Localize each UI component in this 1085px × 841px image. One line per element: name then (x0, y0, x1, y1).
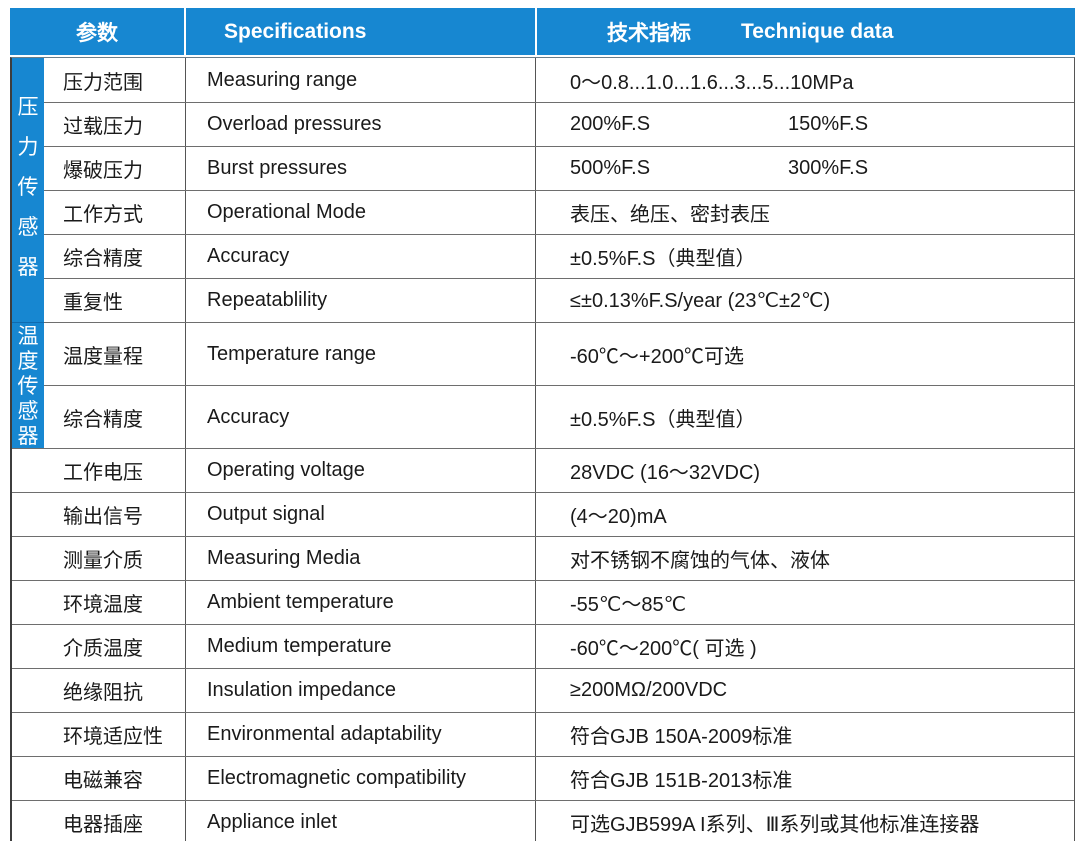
spec-cell: Repeatablility (186, 279, 536, 322)
spec-cell: Environmental adaptability (186, 713, 536, 756)
value-text: 200%F.S (570, 113, 651, 135)
table-row: 环境温度 Ambient temperature -55℃～85℃ (12, 580, 1074, 624)
header-technique-label-zh: 技术指标 (607, 21, 691, 45)
header-cell-param: 参数 (10, 8, 184, 55)
table-row: 综合精度 Accuracy ±0.5%F.S（典型值） (12, 385, 1074, 448)
param-cell: 过载压力 (12, 103, 186, 146)
table-row: 绝缘阻抗 Insulation impedance ≥200MΩ/200VDC (12, 668, 1074, 712)
value-cell: 28VDC (16～32VDC) (536, 449, 1074, 492)
value-text: 表压、绝压、密封表压 (570, 204, 770, 226)
value-text: -60℃～200℃( 可选 ) (570, 638, 757, 660)
group-label-temperature-sensor: 温度传感器 (12, 322, 44, 448)
value-text: 可选GJB599A I系列、Ⅲ系列或其他标准连接器 (570, 814, 980, 836)
table-header: 参数 Specifications 技术指标 Technique data (10, 8, 1075, 55)
value-text: 0～0.8...1.0...1.6...3...5...10MPa (570, 71, 854, 94)
spec-cell: Electromagnetic compatibility (186, 757, 536, 800)
param-cell: 压力范围 (12, 58, 186, 102)
table-row: 工作电压 Operating voltage 28VDC (16～32VDC) (12, 448, 1074, 492)
value-text: 500%F.S (570, 157, 651, 179)
value-cell: ±0.5%F.S（典型值） (536, 235, 1074, 278)
table-row: 压力范围 Measuring range 0～0.8...1.0...1.6..… (12, 58, 1074, 102)
param-cell: 工作电压 (12, 449, 186, 492)
param-cell: 爆破压力 (12, 147, 186, 190)
spec-cell: Overload pressures (186, 103, 536, 146)
value-text: -55℃～85℃ (570, 594, 687, 616)
value-cell: (4～20)mA (536, 493, 1074, 536)
spec-cell: Measuring range (186, 58, 536, 102)
param-cell: 环境适应性 (12, 713, 186, 756)
header-cell-specifications: Specifications (186, 8, 535, 55)
value-cell: -55℃～85℃ (536, 581, 1074, 624)
param-cell: 电磁兼容 (12, 757, 186, 800)
spec-table: 参数 Specifications 技术指标 Technique data 压力… (10, 8, 1075, 841)
spec-cell: Accuracy (186, 386, 536, 448)
param-cell: 温度量程 (12, 323, 186, 385)
value-cell: -60℃～+200℃可选 (536, 323, 1074, 385)
group-label-pressure-sensor: 压力传感器 (12, 58, 44, 322)
spec-cell: Medium temperature (186, 625, 536, 668)
param-cell: 绝缘阻抗 (12, 669, 186, 712)
param-cell: 输出信号 (12, 493, 186, 536)
table-row: 测量介质 Measuring Media 对不锈钢不腐蚀的气体、液体 (12, 536, 1074, 580)
value-cell: -60℃～200℃( 可选 ) (536, 625, 1074, 668)
table-row: 环境适应性 Environmental adaptability 符合GJB 1… (12, 712, 1074, 756)
value-text: -60℃～+200℃可选 (570, 345, 744, 368)
value-cell: 表压、绝压、密封表压 (536, 191, 1074, 234)
value-text: 符合GJB 151B-2013标准 (570, 770, 793, 792)
table-row: 工作方式 Operational Mode 表压、绝压、密封表压 (12, 190, 1074, 234)
param-cell: 介质温度 (12, 625, 186, 668)
value-cell: 500%F.S 300%F.S (536, 147, 1074, 190)
param-cell: 测量介质 (12, 537, 186, 580)
table-row: 综合精度 Accuracy ±0.5%F.S（典型值） (12, 234, 1074, 278)
value-secondary-text: 300%F.S (788, 157, 869, 179)
value-text: (4～20)mA (570, 506, 667, 528)
value-cell: 0～0.8...1.0...1.6...3...5...10MPa (536, 58, 1074, 102)
value-text: ≥200MΩ/200VDC (570, 679, 728, 701)
spec-cell: Ambient temperature (186, 581, 536, 624)
spec-cell: Measuring Media (186, 537, 536, 580)
table-row: 电磁兼容 Electromagnetic compatibility 符合GJB… (12, 756, 1074, 800)
spec-cell: Output signal (186, 493, 536, 536)
param-cell: 环境温度 (12, 581, 186, 624)
spec-cell: Operating voltage (186, 449, 536, 492)
spec-cell: Operational Mode (186, 191, 536, 234)
param-cell: 工作方式 (12, 191, 186, 234)
value-cell: 可选GJB599A I系列、Ⅲ系列或其他标准连接器 (536, 801, 1074, 841)
value-cell: 对不锈钢不腐蚀的气体、液体 (536, 537, 1074, 580)
table-row: 电器插座 Appliance inlet 可选GJB599A I系列、Ⅲ系列或其… (12, 800, 1074, 841)
spec-cell: Accuracy (186, 235, 536, 278)
table-row: 重复性 Repeatablility ≤±0.13%F.S/year (23℃±… (12, 278, 1074, 322)
spec-cell: Burst pressures (186, 147, 536, 190)
table-row: 爆破压力 Burst pressures 500%F.S 300%F.S (12, 146, 1074, 190)
table-row: 过载压力 Overload pressures 200%F.S 150%F.S (12, 102, 1074, 146)
table-row: 介质温度 Medium temperature -60℃～200℃( 可选 ) (12, 624, 1074, 668)
param-cell: 综合精度 (12, 235, 186, 278)
value-text: 符合GJB 150A-2009标准 (570, 726, 793, 748)
value-cell: ≥200MΩ/200VDC (536, 669, 1074, 712)
param-cell: 电器插座 (12, 801, 186, 841)
header-cell-technique-data: 技术指标 Technique data (537, 8, 1075, 55)
header-technique-label-en: Technique data (741, 19, 894, 43)
value-cell: 200%F.S 150%F.S (536, 103, 1074, 146)
value-secondary-text: 150%F.S (788, 113, 869, 135)
param-cell: 综合精度 (12, 386, 186, 448)
value-cell: 符合GJB 150A-2009标准 (536, 713, 1074, 756)
table-row: 温度量程 Temperature range -60℃～+200℃可选 (12, 322, 1074, 385)
spec-cell: Appliance inlet (186, 801, 536, 841)
table-row: 输出信号 Output signal (4～20)mA (12, 492, 1074, 536)
value-text: 28VDC (16～32VDC) (570, 462, 761, 484)
spec-cell: Insulation impedance (186, 669, 536, 712)
value-cell: ≤±0.13%F.S/year (23℃±2℃) (536, 279, 1074, 322)
value-cell: 符合GJB 151B-2013标准 (536, 757, 1074, 800)
spec-cell: Temperature range (186, 323, 536, 385)
table-body: 压力范围 Measuring range 0～0.8...1.0...1.6..… (10, 57, 1075, 841)
value-cell: ±0.5%F.S（典型值） (536, 386, 1074, 448)
value-text: ≤±0.13%F.S/year (23℃±2℃) (570, 290, 831, 312)
value-text: 对不锈钢不腐蚀的气体、液体 (570, 550, 830, 572)
value-text: ±0.5%F.S（典型值） (570, 248, 756, 270)
value-text: ±0.5%F.S（典型值） (570, 408, 756, 431)
param-cell: 重复性 (12, 279, 186, 322)
